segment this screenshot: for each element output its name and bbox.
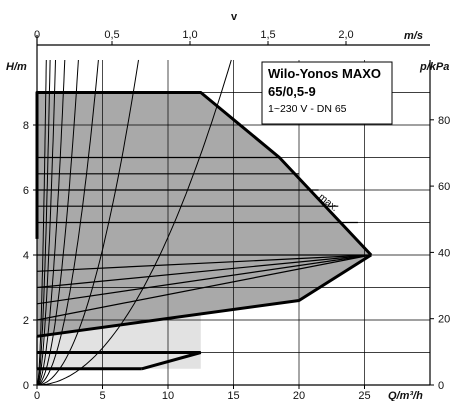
x-tick-label: 15 xyxy=(227,390,239,401)
top-tick-label: 1,0 xyxy=(182,29,197,41)
top-axis-unit: m/s xyxy=(404,30,423,42)
system-curve xyxy=(36,59,79,386)
boundary-min xyxy=(36,253,372,338)
system-curve xyxy=(36,59,66,386)
speed-step-line xyxy=(36,254,372,272)
x-tick-label: 10 xyxy=(162,390,174,401)
right-axis-label: p/kPa xyxy=(419,61,449,73)
speed-step-line xyxy=(36,254,372,305)
y-tick-label: 2 xyxy=(23,315,29,327)
system-curve xyxy=(36,59,139,386)
y-tick-label: 4 xyxy=(23,250,29,262)
speed-step-line xyxy=(36,254,372,289)
right-tick-label: 60 xyxy=(438,181,450,193)
chart-title: Wilo-Yonos MAXO xyxy=(268,66,381,81)
x-tick-label: 0 xyxy=(34,390,40,401)
operating-regions xyxy=(37,92,372,369)
speed-step-line xyxy=(36,254,372,321)
dark-region xyxy=(37,92,372,337)
top-tick-label: 1,5 xyxy=(260,29,275,41)
system-curve xyxy=(36,59,47,386)
system-curve xyxy=(36,59,51,386)
right-tick-label: 40 xyxy=(438,247,450,259)
system-curves xyxy=(36,59,232,386)
y-axis-label: H/m xyxy=(6,61,27,73)
y-tick-label: 0 xyxy=(23,380,29,392)
right-tick-label: 80 xyxy=(438,115,450,127)
right-tick-label: 0 xyxy=(438,380,444,392)
right-tick-label: 20 xyxy=(438,314,450,326)
x-axis-label: Q/m³/h xyxy=(388,390,423,401)
y-tick-label: 8 xyxy=(23,120,29,132)
chart-title-line2: 65/0,5-9 xyxy=(268,84,316,99)
system-curve xyxy=(36,59,232,386)
system-curve xyxy=(36,59,56,386)
top-axis-label: v xyxy=(231,11,238,23)
low-speed-curve xyxy=(141,351,202,371)
x-tick-label: 25 xyxy=(358,390,370,401)
y-tick-label: 6 xyxy=(23,185,29,197)
top-tick-label: 0,5 xyxy=(104,29,119,41)
chart-subtitle: 1~230 V - DN 65 xyxy=(268,103,347,115)
title-box xyxy=(261,61,393,125)
x-tick-label: 5 xyxy=(99,390,105,401)
system-curve xyxy=(36,59,99,386)
top-tick-label: 0 xyxy=(34,29,40,41)
x-tick-label: 20 xyxy=(293,390,305,401)
speed-step-lines xyxy=(36,156,372,371)
top-tick-label: 2,0 xyxy=(338,29,353,41)
